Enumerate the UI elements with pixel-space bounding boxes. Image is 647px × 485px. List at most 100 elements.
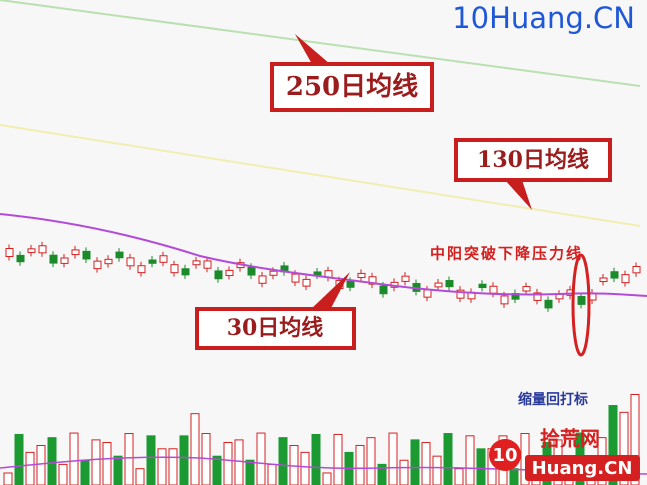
candle-body bbox=[379, 285, 388, 295]
volume-bar bbox=[476, 448, 486, 485]
volume-bar bbox=[102, 442, 112, 485]
candle-body bbox=[423, 289, 432, 298]
candle-body bbox=[148, 259, 157, 264]
volume-bar bbox=[80, 459, 90, 485]
volume-bar bbox=[465, 435, 475, 485]
volume-bar bbox=[212, 455, 222, 485]
volume-bar bbox=[256, 432, 266, 485]
candle-body bbox=[434, 282, 443, 288]
candle-body bbox=[225, 269, 234, 277]
highlight-ellipse bbox=[571, 253, 591, 357]
volume-bar bbox=[443, 433, 453, 485]
volume-bar bbox=[267, 463, 277, 485]
breakout-note: 中阳突破下降压力线 bbox=[430, 245, 583, 263]
volume-bar bbox=[58, 463, 68, 485]
volume-bar bbox=[124, 433, 134, 485]
arrow bbox=[295, 34, 330, 64]
candle-body bbox=[192, 260, 201, 266]
candle-body bbox=[522, 286, 531, 292]
candle-body bbox=[456, 289, 465, 299]
volume-bar bbox=[355, 444, 365, 485]
candle-body bbox=[60, 257, 69, 264]
volume-bar bbox=[630, 393, 640, 485]
arrow bbox=[505, 180, 532, 210]
candle-body bbox=[203, 260, 212, 269]
candle-body bbox=[5, 248, 14, 258]
volume-bar bbox=[278, 437, 288, 485]
ma250-line bbox=[0, 0, 641, 87]
candle-body bbox=[27, 248, 36, 253]
candle-body bbox=[214, 270, 223, 280]
volume-bar bbox=[388, 432, 398, 485]
volume-bar bbox=[223, 441, 233, 485]
candle-body bbox=[71, 249, 80, 256]
arrow bbox=[310, 272, 350, 310]
volume-bar bbox=[157, 448, 167, 485]
volume-bar bbox=[168, 448, 178, 485]
volume-bar bbox=[322, 472, 332, 485]
volume-bar bbox=[14, 433, 24, 485]
volume-bar bbox=[234, 439, 244, 485]
volume-bar bbox=[47, 437, 57, 485]
candle-body bbox=[368, 276, 377, 285]
volume-bar bbox=[135, 468, 145, 485]
volume-bar bbox=[3, 472, 13, 485]
volume-bar bbox=[245, 459, 255, 485]
label-box bbox=[270, 62, 434, 112]
volume-bar bbox=[179, 435, 189, 485]
logo-domain: Huang.CN bbox=[532, 458, 633, 479]
volume-bar bbox=[190, 413, 200, 485]
candle-body bbox=[247, 266, 256, 276]
candle-body bbox=[115, 251, 124, 259]
candle-body bbox=[577, 295, 586, 305]
volume-bar bbox=[608, 405, 618, 485]
candle-body bbox=[533, 292, 542, 301]
label-box bbox=[454, 138, 612, 182]
volume-bar bbox=[399, 459, 409, 485]
volume-bar bbox=[311, 433, 321, 485]
candle-body bbox=[291, 273, 300, 283]
candle-body bbox=[302, 278, 311, 287]
candle-body bbox=[159, 255, 168, 263]
logo-mark bbox=[489, 439, 521, 471]
volume-bar bbox=[454, 468, 464, 485]
ma130-label: 130日均线 bbox=[477, 147, 589, 173]
candle-body bbox=[610, 271, 619, 279]
candle-body bbox=[137, 265, 146, 274]
ma250-label: 250日均线 bbox=[286, 72, 418, 102]
candle-body bbox=[82, 250, 91, 260]
candle-body bbox=[599, 277, 608, 283]
volume-bar bbox=[25, 451, 35, 485]
logo-number: 10 bbox=[492, 445, 517, 466]
watermark: 10Huang.CN bbox=[452, 1, 635, 35]
label-box bbox=[195, 307, 356, 350]
volume-bar bbox=[421, 442, 431, 485]
candle-body bbox=[632, 266, 641, 274]
candle-body bbox=[170, 264, 179, 274]
candle-body bbox=[126, 257, 135, 267]
candle-body bbox=[346, 280, 355, 288]
candle-body bbox=[401, 275, 410, 282]
candle-body bbox=[258, 275, 267, 284]
candle-body bbox=[104, 258, 113, 265]
volume-bar bbox=[36, 444, 46, 485]
volume-bar bbox=[146, 435, 156, 485]
candle-body bbox=[38, 245, 47, 254]
candle-body bbox=[49, 254, 58, 264]
candle-body bbox=[500, 295, 509, 305]
volume-bar bbox=[69, 432, 79, 485]
ma130-line bbox=[0, 124, 641, 227]
volume-bar bbox=[619, 411, 629, 485]
pullback-note: 缩量回打标 bbox=[518, 391, 588, 408]
candle-body bbox=[313, 271, 322, 276]
volume-bar bbox=[509, 468, 519, 485]
ma30-line bbox=[0, 213, 647, 297]
volume-bar bbox=[410, 439, 420, 485]
logo-band bbox=[525, 455, 640, 481]
candle-body bbox=[445, 280, 454, 288]
candle-body bbox=[621, 274, 630, 284]
volume-bar bbox=[113, 455, 123, 485]
candle-body bbox=[544, 299, 553, 309]
